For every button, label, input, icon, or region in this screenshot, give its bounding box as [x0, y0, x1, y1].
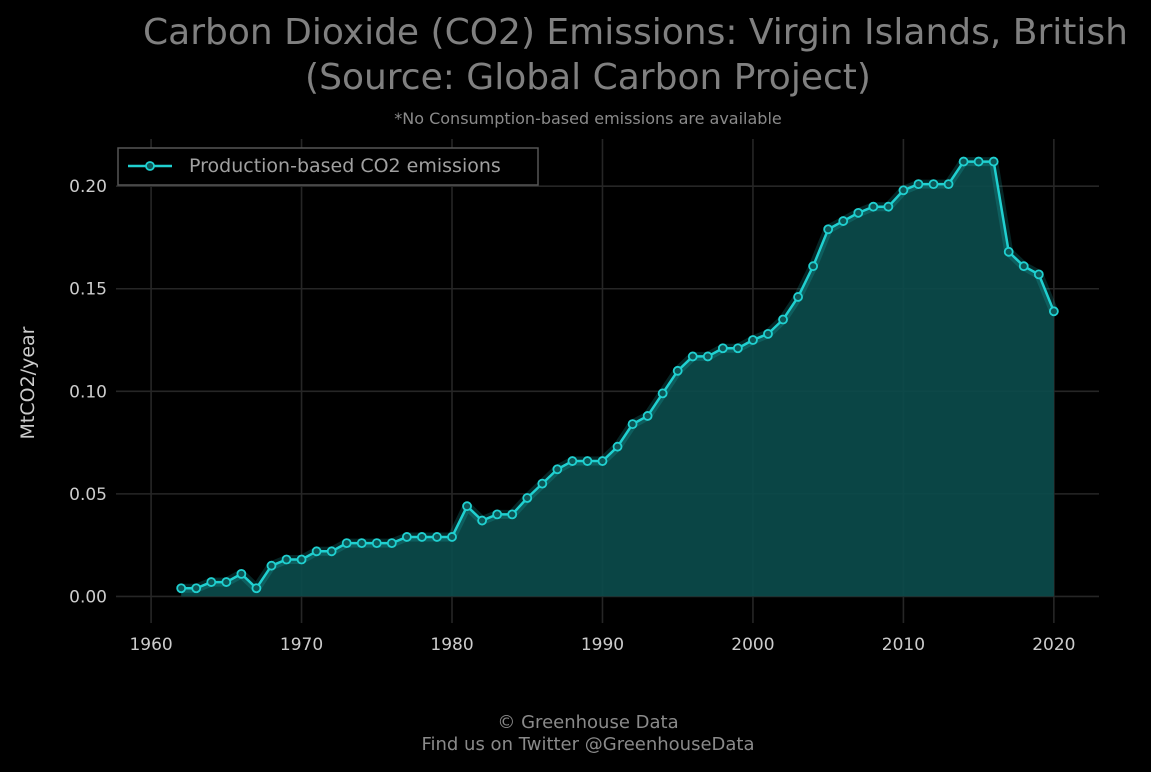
area-fill	[181, 161, 1054, 597]
data-point	[657, 388, 668, 399]
data-point	[823, 224, 834, 235]
data-point	[281, 554, 292, 565]
data-point	[988, 156, 999, 167]
x-tick-label: 2000	[731, 635, 774, 655]
legend-label: Production-based CO2 emissions	[189, 155, 501, 177]
data-point	[973, 156, 984, 167]
area-fills	[181, 161, 1054, 597]
data-point	[1003, 246, 1014, 257]
data-point	[552, 464, 563, 475]
data-point	[958, 156, 969, 167]
data-point	[537, 478, 548, 489]
data-point	[702, 351, 713, 362]
chart-title-line1: Carbon Dioxide (CO2) Emissions: Virgin I…	[143, 12, 1128, 53]
data-point	[477, 515, 488, 526]
data-point	[447, 532, 457, 542]
footer-twitter: Find us on Twitter @GreenhouseData	[421, 734, 755, 755]
data-point	[1033, 269, 1044, 280]
x-tick-label: 2010	[882, 635, 925, 655]
data-point	[371, 538, 382, 549]
data-point	[296, 554, 307, 565]
data-point	[868, 201, 879, 212]
data-point	[567, 456, 578, 466]
data-point	[1018, 261, 1029, 272]
x-tick-label: 1970	[280, 635, 323, 655]
chart-subtitle: *No Consumption-based emissions are avai…	[394, 109, 782, 128]
data-point	[251, 583, 262, 594]
legend-marker	[145, 161, 155, 171]
data-point	[838, 216, 849, 226]
data-point	[642, 411, 653, 421]
chart-title-line2: (Source: Global Carbon Project)	[305, 57, 871, 98]
data-point	[778, 314, 788, 325]
y-tick-label: 0.05	[69, 485, 107, 505]
data-point	[793, 292, 803, 302]
data-point	[191, 583, 202, 594]
data-point	[176, 583, 187, 594]
x-tick-label: 1980	[430, 635, 473, 655]
data-point	[763, 328, 773, 339]
data-point	[386, 538, 397, 549]
x-tick-label: 1960	[129, 635, 172, 655]
data-point	[462, 501, 472, 512]
y-tick-label: 0.10	[69, 382, 107, 402]
data-point	[883, 201, 894, 212]
data-point	[853, 207, 864, 218]
data-point	[928, 179, 939, 190]
data-point	[341, 538, 352, 549]
data-point	[522, 493, 533, 503]
data-point	[401, 532, 412, 542]
data-point	[582, 456, 593, 466]
y-tick-label: 0.00	[69, 587, 107, 607]
data-point	[913, 179, 924, 190]
y-tick-label: 0.20	[69, 177, 107, 197]
y-axis-ticks: 0.00 0.05 0.10 0.15 0.20	[69, 177, 107, 607]
data-point	[898, 185, 909, 196]
data-point	[492, 509, 503, 520]
footer-credit: © Greenhouse Data	[497, 712, 679, 733]
data-point	[748, 335, 758, 345]
data-point	[717, 343, 728, 354]
data-point	[732, 343, 743, 354]
data-point	[1048, 306, 1059, 317]
data-point	[943, 179, 954, 190]
data-point	[326, 546, 337, 557]
y-axis-label: MtCO2/year	[17, 326, 39, 439]
x-axis-ticks: 1960 1970 1980 1990 2000 2010 2020	[129, 635, 1075, 655]
data-point	[236, 568, 247, 579]
data-point	[672, 365, 683, 376]
data-point	[808, 261, 819, 272]
legend-box	[117, 147, 539, 186]
y-tick-label: 0.15	[69, 280, 107, 300]
data-point	[627, 419, 638, 430]
data-point	[356, 538, 367, 549]
data-point	[507, 509, 518, 520]
data-point	[432, 532, 442, 542]
data-point	[266, 560, 277, 571]
x-tick-label: 2020	[1032, 635, 1075, 655]
data-point	[597, 456, 608, 466]
data-point	[221, 577, 232, 587]
data-point	[206, 577, 217, 587]
series-points	[176, 156, 1059, 594]
x-tick-label: 1990	[581, 635, 624, 655]
data-point	[311, 546, 322, 557]
data-point	[612, 441, 623, 452]
legend: Production-based CO2 emissions	[117, 147, 539, 186]
data-point	[687, 351, 698, 362]
data-point	[417, 532, 427, 542]
